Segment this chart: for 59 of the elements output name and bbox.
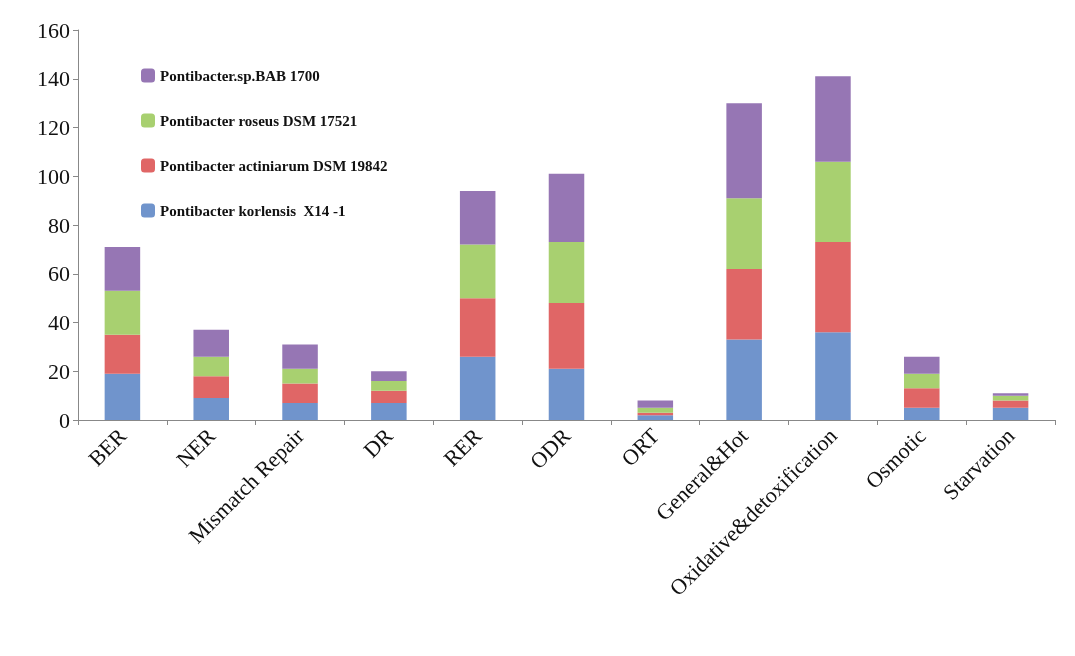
bar <box>371 381 407 391</box>
bar <box>992 393 1029 396</box>
bar <box>282 383 318 403</box>
bar <box>459 244 496 299</box>
bar <box>726 268 762 340</box>
bar <box>193 356 229 377</box>
bar <box>193 398 229 420</box>
bar <box>193 376 229 399</box>
bar <box>637 415 674 420</box>
bar <box>904 407 940 420</box>
bar <box>371 390 407 403</box>
bar <box>904 388 940 408</box>
bar <box>726 198 762 269</box>
y-tick-label: 60 <box>48 261 70 287</box>
legend-label: Pontibacter roseus DSM 17521 <box>160 112 358 129</box>
bar <box>815 76 851 162</box>
bar <box>459 190 496 245</box>
bar <box>992 407 1029 420</box>
y-tick-label: 120 <box>37 115 70 140</box>
bar <box>815 161 851 243</box>
bar <box>282 344 318 369</box>
bar <box>371 402 407 420</box>
bar <box>104 290 141 335</box>
bar <box>104 246 141 291</box>
bar <box>459 356 496 420</box>
bar <box>371 371 407 381</box>
bar <box>637 400 674 408</box>
y-tick-label: 0 <box>59 407 70 433</box>
bar <box>282 402 318 420</box>
bar <box>548 368 585 420</box>
bar <box>459 298 496 357</box>
bar <box>992 400 1029 408</box>
bar <box>104 334 141 374</box>
x-tick-label: BER <box>83 422 132 472</box>
legend-label: Pontibacter korlensis X14 -1 <box>160 202 346 219</box>
x-tick-label: RER <box>438 422 487 472</box>
bar <box>193 329 229 357</box>
bar <box>104 373 141 420</box>
legend-label: Pontibacter.sp.BAB 1700 <box>160 67 320 84</box>
bar <box>815 242 851 333</box>
y-tick-label: 20 <box>48 358 70 384</box>
bar <box>815 332 851 420</box>
legend-label: Pontibacter actiniarum DSM 19842 <box>160 157 388 174</box>
bar <box>726 103 762 199</box>
bar <box>726 339 762 420</box>
y-tick-label: 80 <box>48 212 70 238</box>
y-tick-label: 40 <box>48 310 70 335</box>
bar <box>992 395 1029 401</box>
bar <box>548 242 585 303</box>
y-tick-label: 140 <box>37 66 70 92</box>
bar <box>548 173 585 243</box>
bar <box>637 407 674 413</box>
bar <box>904 373 940 389</box>
bar <box>548 303 585 369</box>
x-tick-label: DR <box>358 422 398 463</box>
bar <box>282 368 318 384</box>
y-tick-label: 160 <box>37 17 70 43</box>
bar <box>904 356 940 374</box>
y-tick-label: 100 <box>37 163 70 189</box>
